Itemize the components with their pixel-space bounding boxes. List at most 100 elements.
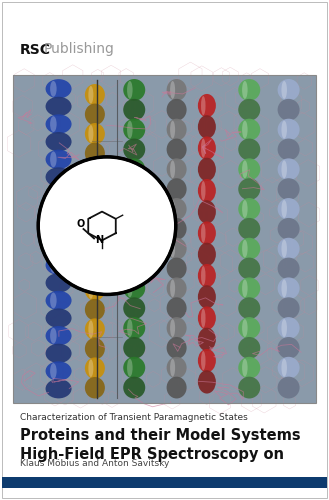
Ellipse shape [281, 280, 287, 297]
Ellipse shape [281, 319, 287, 337]
Ellipse shape [166, 298, 187, 319]
Ellipse shape [238, 238, 260, 260]
Ellipse shape [166, 118, 187, 141]
Ellipse shape [281, 160, 287, 178]
Ellipse shape [278, 357, 300, 378]
Ellipse shape [45, 344, 72, 363]
Ellipse shape [198, 179, 216, 203]
Ellipse shape [123, 258, 145, 280]
Ellipse shape [166, 258, 187, 280]
Ellipse shape [85, 240, 105, 262]
Ellipse shape [198, 136, 216, 160]
Ellipse shape [123, 337, 145, 359]
Ellipse shape [198, 200, 216, 224]
Ellipse shape [127, 81, 133, 99]
Ellipse shape [45, 132, 72, 152]
Ellipse shape [242, 81, 248, 99]
Ellipse shape [123, 118, 145, 141]
Ellipse shape [238, 218, 260, 240]
Ellipse shape [127, 359, 133, 376]
Ellipse shape [50, 222, 57, 238]
Ellipse shape [242, 240, 248, 258]
Ellipse shape [238, 298, 260, 319]
Ellipse shape [45, 308, 72, 328]
Ellipse shape [127, 200, 133, 218]
Ellipse shape [278, 99, 300, 120]
Ellipse shape [166, 357, 187, 378]
Ellipse shape [166, 138, 187, 160]
Ellipse shape [166, 278, 187, 299]
Ellipse shape [50, 116, 57, 132]
Ellipse shape [89, 164, 93, 182]
Text: Proteins and their Model Systems: Proteins and their Model Systems [20, 428, 300, 443]
Ellipse shape [238, 79, 260, 101]
Text: Klaus Möbius and Anton Savitsky: Klaus Möbius and Anton Savitsky [20, 459, 169, 468]
Ellipse shape [281, 359, 287, 376]
Ellipse shape [45, 150, 72, 169]
Text: RSC: RSC [20, 42, 51, 56]
Ellipse shape [278, 178, 300, 200]
Ellipse shape [170, 200, 175, 218]
Ellipse shape [242, 160, 248, 178]
Ellipse shape [45, 362, 72, 380]
Ellipse shape [278, 79, 300, 101]
Text: Characterization of Transient Paramagnetic States: Characterization of Transient Paramagnet… [20, 413, 247, 422]
Ellipse shape [278, 158, 300, 180]
Ellipse shape [201, 181, 206, 200]
Ellipse shape [170, 120, 175, 138]
Ellipse shape [85, 377, 105, 398]
Ellipse shape [198, 349, 216, 372]
Ellipse shape [166, 317, 187, 339]
Ellipse shape [45, 202, 72, 222]
Ellipse shape [278, 298, 300, 319]
Ellipse shape [45, 291, 72, 310]
Ellipse shape [123, 99, 145, 120]
Ellipse shape [123, 238, 145, 260]
Ellipse shape [170, 319, 175, 337]
Ellipse shape [238, 317, 260, 339]
Ellipse shape [166, 158, 187, 180]
Ellipse shape [166, 376, 187, 398]
Ellipse shape [166, 99, 187, 120]
Ellipse shape [85, 299, 105, 320]
Ellipse shape [278, 337, 300, 359]
Ellipse shape [201, 351, 206, 370]
Ellipse shape [170, 280, 175, 297]
Ellipse shape [201, 224, 206, 242]
Ellipse shape [242, 319, 248, 337]
Ellipse shape [123, 138, 145, 160]
Ellipse shape [238, 198, 260, 220]
Ellipse shape [50, 363, 57, 379]
Ellipse shape [85, 220, 105, 242]
Ellipse shape [89, 86, 93, 104]
Ellipse shape [85, 123, 105, 144]
Ellipse shape [166, 79, 187, 101]
Ellipse shape [166, 178, 187, 200]
Ellipse shape [85, 142, 105, 164]
Ellipse shape [123, 357, 145, 378]
Ellipse shape [123, 178, 145, 200]
Ellipse shape [45, 238, 72, 258]
Ellipse shape [238, 337, 260, 359]
Ellipse shape [238, 118, 260, 141]
Ellipse shape [85, 280, 105, 301]
Ellipse shape [85, 182, 105, 203]
Ellipse shape [45, 256, 72, 275]
Ellipse shape [89, 360, 93, 377]
Ellipse shape [170, 240, 175, 258]
Ellipse shape [85, 338, 105, 359]
Text: O: O [76, 219, 85, 229]
Ellipse shape [89, 125, 93, 142]
Ellipse shape [198, 285, 216, 308]
Text: Publishing: Publishing [44, 42, 114, 56]
Ellipse shape [278, 278, 300, 299]
Ellipse shape [242, 280, 248, 297]
Ellipse shape [123, 376, 145, 398]
Ellipse shape [198, 158, 216, 181]
Text: ·: · [87, 212, 92, 226]
Ellipse shape [45, 168, 72, 186]
Ellipse shape [50, 152, 57, 168]
Ellipse shape [198, 115, 216, 138]
Text: N: N [95, 236, 103, 246]
Ellipse shape [170, 160, 175, 178]
